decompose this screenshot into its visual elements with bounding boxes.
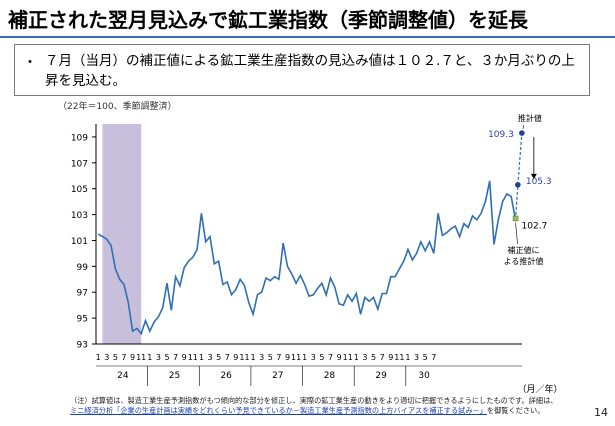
corrected-annotation-line2: よる推計値 xyxy=(504,256,544,266)
corrected-annotation-line1: 補正値に xyxy=(508,245,540,255)
x-tick-label: 9 xyxy=(233,353,238,362)
corrected-annotation-pointer xyxy=(515,222,518,245)
x-tick-label: 7 xyxy=(276,353,281,362)
y-tick-label: 101 xyxy=(71,237,88,247)
x-tick-label: 3 xyxy=(207,353,212,362)
x-tick-label: 1 xyxy=(251,353,256,362)
forecast-annotation: 推計値 xyxy=(518,113,542,123)
x-tick-label: 9 xyxy=(337,353,342,362)
corrected-label: 102.7 xyxy=(522,221,548,231)
forecast-label: 105.3 xyxy=(526,177,552,187)
forecast-connector xyxy=(514,184,519,220)
x-tick-label: 7 xyxy=(225,353,230,362)
x-tick-label: 7 xyxy=(173,353,178,362)
summary-text: ７月（当月）の補正値による鉱工業生産指数の見込み値は１０２.７と、３か月ぶりの上… xyxy=(45,53,575,89)
footnote: （注）試算値は、製造工業生産予測指数がもつ傾向的な部分を修正し、実際の鉱工業生産… xyxy=(70,396,570,416)
page-title: 補正された翌月見込みで鉱工業指数（季節調整値）を延長 xyxy=(8,8,528,32)
x-tick-label: 9 xyxy=(285,353,290,362)
x-tick-label: 11 xyxy=(136,353,146,362)
x-tick-label: 11 xyxy=(291,353,301,362)
x-tick-label: 3 xyxy=(362,353,367,362)
x-tick-label: 9 xyxy=(130,353,135,362)
x-tick-label: 1 xyxy=(199,353,204,362)
year-label: 28 xyxy=(324,371,336,381)
footnote-tail: を御覧ください。 xyxy=(486,406,545,415)
x-tick-label: 3 xyxy=(311,353,316,362)
x-tick-label: 1 xyxy=(405,353,410,362)
footnote-text: （注）試算値は、製造工業生産予測指数がもつ傾向的な部分を修正し、実際の鉱工業生産… xyxy=(70,396,558,405)
x-unit-label: （月／年） xyxy=(517,383,562,395)
y-tick-label: 103 xyxy=(71,211,88,221)
y-tick-label: 97 xyxy=(77,289,88,299)
unit-note: （22年＝100、季節調整済） xyxy=(58,102,177,112)
revision-arrow-head xyxy=(530,173,537,179)
x-tick-label: 3 xyxy=(414,353,419,362)
x-tick-label: 9 xyxy=(182,353,187,362)
y-tick-label: 105 xyxy=(71,185,88,195)
x-tick-label: 9 xyxy=(388,353,393,362)
year-label: 26 xyxy=(220,371,232,381)
x-tick-label: 7 xyxy=(328,353,333,362)
forecast-annotation-pointer xyxy=(522,124,525,130)
forecast-point xyxy=(515,182,521,188)
footnote-link[interactable]: ミニ経済分析「企業の生産計画は実績をどれくらい予見できているか－製造工業生産予測… xyxy=(70,406,487,415)
summary-box: ・ ７月（当月）の補正値による鉱工業生産指数の見込み値は１０２.７と、３か月ぶり… xyxy=(14,44,590,96)
x-tick-label: 5 xyxy=(113,353,118,362)
bullet-marker: ・ xyxy=(23,55,37,71)
page-number: 14 xyxy=(594,406,608,419)
x-tick-label: 5 xyxy=(164,353,169,362)
x-tick-label: 1 xyxy=(302,353,307,362)
x-tick-label: 5 xyxy=(371,353,376,362)
x-tick-label: 5 xyxy=(268,353,273,362)
x-tick-label: 3 xyxy=(156,353,161,362)
y-tick-label: 99 xyxy=(77,263,89,273)
x-tick-label: 11 xyxy=(188,353,198,362)
x-tick-label: 5 xyxy=(216,353,221,362)
year-label: 24 xyxy=(117,371,129,381)
shaded-period xyxy=(102,124,142,344)
y-tick-label: 93 xyxy=(77,341,88,351)
year-label: 30 xyxy=(418,371,430,381)
x-tick-label: 11 xyxy=(394,353,404,362)
x-tick-label: 7 xyxy=(431,353,436,362)
x-tick-label: 5 xyxy=(319,353,324,362)
corrected-point xyxy=(512,215,519,222)
y-tick-label: 95 xyxy=(77,315,88,325)
x-tick-label: 1 xyxy=(96,353,101,362)
x-tick-label: 3 xyxy=(104,353,109,362)
year-label: 25 xyxy=(169,371,180,381)
title-underline xyxy=(0,36,615,38)
x-tick-label: 11 xyxy=(343,353,353,362)
forecast-top-point xyxy=(519,130,525,136)
x-tick-label: 1 xyxy=(147,353,152,362)
y-tick-label: 107 xyxy=(71,159,88,169)
year-label: 29 xyxy=(375,371,387,381)
x-tick-label: 5 xyxy=(423,353,428,362)
forecast-top-label: 109.3 xyxy=(488,130,514,140)
year-label: 27 xyxy=(272,371,283,381)
y-tick-label: 109 xyxy=(71,133,88,143)
series-line xyxy=(97,180,517,336)
x-tick-label: 3 xyxy=(259,353,264,362)
x-tick-label: 7 xyxy=(121,353,126,362)
x-tick-label: 7 xyxy=(380,353,385,362)
x-tick-label: 11 xyxy=(239,353,249,362)
forecast-connector-top xyxy=(517,133,523,185)
x-tick-label: 1 xyxy=(354,353,359,362)
